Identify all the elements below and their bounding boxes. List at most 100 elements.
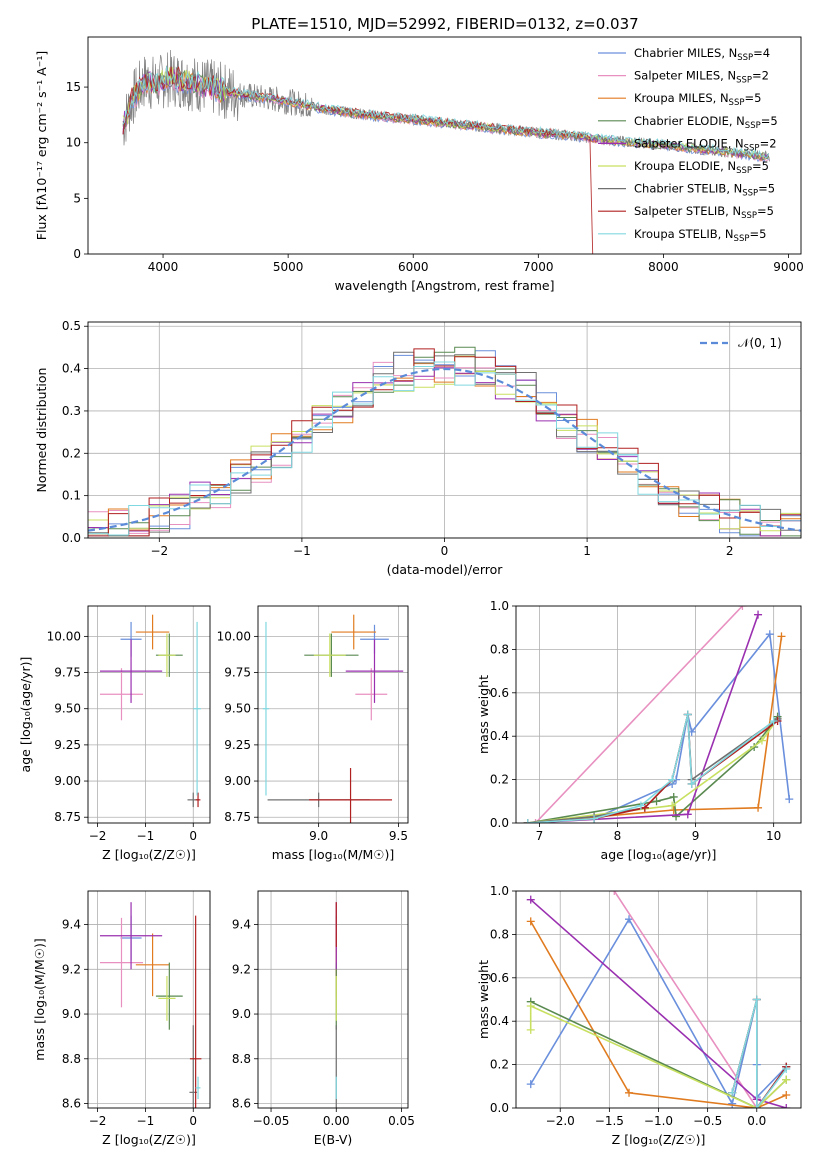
y-tick-label: 0.5 bbox=[62, 319, 81, 333]
y-tick-label: 10.00 bbox=[217, 629, 251, 643]
x-axis-label: E(B-V) bbox=[314, 1132, 353, 1147]
y-tick-label: 8.8 bbox=[62, 1052, 81, 1066]
plus-marker bbox=[526, 895, 535, 904]
axes-frame bbox=[87, 36, 802, 255]
y-tick-label: 9.0 bbox=[62, 1007, 81, 1021]
weight-line bbox=[534, 606, 743, 823]
plus-marker bbox=[782, 1090, 791, 1099]
x-tick-label: 0 bbox=[189, 829, 197, 843]
x-axis-label: wavelength [Angstrom, rest frame] bbox=[334, 278, 554, 293]
x-tick-label: 0 bbox=[441, 544, 449, 558]
x-tick-label: 6000 bbox=[398, 260, 429, 274]
y-tick-label: 0.2 bbox=[62, 446, 81, 460]
axes-frame bbox=[515, 605, 802, 824]
x-tick-label: 0 bbox=[189, 1114, 197, 1128]
y-tick-label: 9.75 bbox=[54, 666, 81, 680]
y-tick-label: 8.6 bbox=[232, 1097, 251, 1111]
y-tick-label: 9.0 bbox=[232, 1007, 251, 1021]
y-tick-label: 9.25 bbox=[224, 738, 251, 752]
x-tick-label: 7000 bbox=[523, 260, 554, 274]
plus-marker bbox=[752, 995, 761, 1004]
y-tick-label: 9.2 bbox=[62, 962, 81, 976]
plus-marker bbox=[782, 1075, 791, 1084]
plus-marker bbox=[669, 792, 678, 801]
y-tick-label: 9.00 bbox=[224, 774, 251, 788]
x-axis-label: Z [log₁₀(Z/Z☉)] bbox=[612, 1132, 706, 1147]
plus-marker bbox=[777, 632, 786, 641]
model-spectrum-line bbox=[122, 70, 769, 162]
weight-line bbox=[731, 999, 787, 1108]
plus-marker bbox=[636, 801, 645, 810]
histogram-step-line bbox=[88, 361, 801, 536]
x-tick-label: 9000 bbox=[773, 260, 804, 274]
legend-entry-label: Salpeter MILES, NSSP=2 bbox=[634, 69, 769, 86]
y-tick-label: 9.4 bbox=[232, 918, 251, 932]
plot-area-mass-vs-ebv bbox=[258, 891, 408, 1108]
x-tick-label: 9.5 bbox=[389, 829, 408, 843]
y-tick-label: 8.6 bbox=[62, 1097, 81, 1111]
y-tick-label: 9.25 bbox=[54, 738, 81, 752]
x-tick-label: −0.5 bbox=[693, 1114, 722, 1128]
weight-line bbox=[529, 1004, 787, 1108]
x-tick-label: 8 bbox=[614, 829, 622, 843]
legend-entry-label: Kroupa ELODIE, NSSP=5 bbox=[634, 159, 769, 176]
y-tick-label: 1.0 bbox=[490, 599, 509, 613]
plot-area-age-vs-mass bbox=[258, 606, 408, 823]
plus-marker bbox=[752, 1104, 761, 1108]
x-tick-label: −1 bbox=[137, 829, 155, 843]
plus-marker bbox=[625, 915, 634, 924]
panel-weight-vs-z: −2.0 −1.5 −1.0 −0.5 0.0 0.0 0.2 0.4 0.6 0.8 1.0 Z [… bbox=[476, 884, 802, 1147]
y-tick-label: 9.50 bbox=[224, 702, 251, 716]
y-tick-label: 0.6 bbox=[490, 686, 509, 700]
weight-line bbox=[527, 714, 779, 823]
y-tick-label: 0.4 bbox=[490, 1014, 509, 1028]
y-axis-label: mass [log₁₀(M/M☉)] bbox=[32, 938, 47, 1060]
x-tick-label: −2 bbox=[89, 829, 107, 843]
axes-frame bbox=[87, 890, 211, 1109]
plus-marker bbox=[769, 717, 778, 726]
plot-area-mass-vs-z bbox=[88, 891, 210, 1108]
x-tick-label: −2 bbox=[150, 544, 168, 558]
y-tick-label: 0.4 bbox=[62, 362, 81, 376]
axes-frame bbox=[257, 605, 409, 824]
model-spectrum-line bbox=[122, 66, 769, 159]
plus-marker bbox=[728, 1099, 737, 1108]
x-axis-label: Z [log₁₀(Z/Z☉)] bbox=[102, 847, 196, 862]
x-tick-label: 0.05 bbox=[388, 1114, 415, 1128]
legend-entry-label: Salpeter ELODIE, NSSP=2 bbox=[634, 136, 777, 153]
plus-marker bbox=[683, 810, 692, 819]
x-tick-label: 9.0 bbox=[309, 829, 328, 843]
plus-marker bbox=[687, 779, 696, 788]
plus-marker bbox=[765, 630, 774, 639]
y-tick-label: 8.75 bbox=[54, 810, 81, 824]
x-tick-label: −1 bbox=[137, 1114, 155, 1128]
y-tick-label: 9.2 bbox=[232, 962, 251, 976]
plus-marker bbox=[754, 803, 763, 812]
x-tick-label: 4000 bbox=[148, 260, 179, 274]
x-axis-label: mass [log₁₀(M/M☉)] bbox=[272, 847, 394, 862]
plus-marker bbox=[590, 814, 599, 823]
figure-title: PLATE=1510, MJD=52992, FIBERID=0132, z=0… bbox=[251, 15, 638, 33]
panels: 4000 5000 6000 7000 8000 9000051015wavelength… bbox=[18, 36, 804, 1147]
weight-line bbox=[527, 718, 779, 823]
y-tick-label: 5 bbox=[73, 191, 81, 205]
x-axis-label: Z [log₁₀(Z/Z☉)] bbox=[102, 1132, 196, 1147]
x-tick-label: −2 bbox=[89, 1114, 107, 1128]
plus-marker bbox=[669, 805, 678, 814]
panel-mass-vs-ebv: −0.05 0.00 0.05 8.6 8.8 9.0 9.2 9.4 E(B-V) bbox=[232, 890, 415, 1147]
y-tick-label: 8.75 bbox=[224, 810, 251, 824]
x-tick-label: 8000 bbox=[648, 260, 679, 274]
plus-marker bbox=[523, 819, 532, 823]
weight-line bbox=[527, 714, 779, 823]
plus-marker bbox=[683, 710, 692, 719]
plus-marker bbox=[757, 736, 766, 745]
spectrum-legend: Chabrier MILES, NSSP=4 Salpeter MILES, NS… bbox=[598, 46, 778, 244]
x-tick-label: 7 bbox=[536, 829, 544, 843]
plus-marker bbox=[785, 795, 794, 804]
plus-marker bbox=[610, 891, 619, 895]
plus-marker bbox=[668, 801, 677, 810]
legend-entry-label: Chabrier ELODIE, NSSP=5 bbox=[634, 114, 778, 131]
y-tick-label: 9.75 bbox=[224, 666, 251, 680]
plot-area-spectrum bbox=[122, 49, 770, 254]
plot-area-age-vs-z bbox=[88, 606, 210, 823]
